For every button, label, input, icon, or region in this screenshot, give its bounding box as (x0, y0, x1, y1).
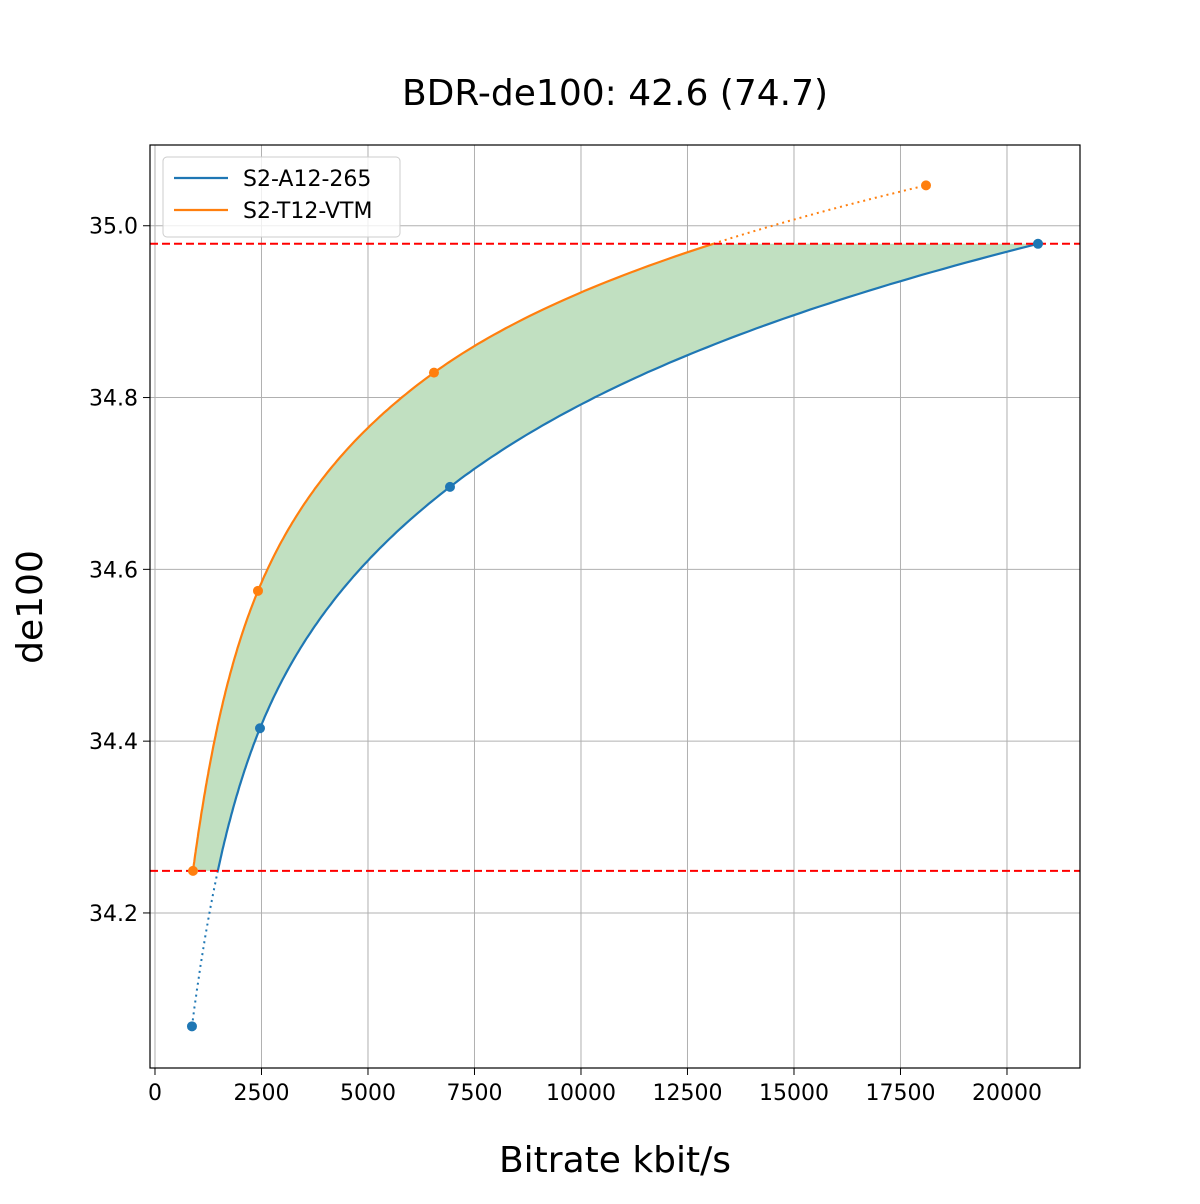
x-axis-label: Bitrate kbit/s (499, 1140, 731, 1181)
series-line-extrapolated (712, 184, 927, 245)
x-tick-label: 15000 (759, 1081, 829, 1106)
x-tick-label: 0 (148, 1081, 162, 1106)
data-point (186, 1021, 197, 1032)
x-tick-label: 20000 (972, 1081, 1042, 1106)
y-tick-label: 34.2 (89, 902, 138, 927)
plot-frame (149, 144, 1081, 1069)
legend-label: S2-T12-VTM (243, 199, 372, 224)
data-point (921, 180, 932, 191)
y-tick-label: 34.8 (89, 387, 138, 412)
x-tick-label: 10000 (546, 1081, 616, 1106)
chart-title: BDR-de100: 42.6 (74.7) (402, 73, 828, 114)
series-line (216, 242, 1039, 872)
area-between-curves (193, 243, 1038, 871)
x-tick-label: 7500 (446, 1081, 502, 1106)
x-tick-label: 12500 (652, 1081, 722, 1106)
data-point (252, 585, 263, 596)
x-tick-label: 2500 (233, 1081, 289, 1106)
data-point (444, 481, 455, 492)
x-tick-label: 5000 (340, 1081, 396, 1106)
y-axis-label: de100 (10, 550, 51, 664)
series-line-extrapolated (191, 870, 219, 1027)
legend-label: S2-A12-265 (243, 167, 371, 192)
legend: S2-A12-265 S2-T12-VTM (162, 156, 401, 238)
plot-area: 0 2500 5000 7500 10000 12500 15000 17500 20000 34… (89, 144, 1081, 1106)
data-point (1032, 238, 1043, 249)
data-point (428, 367, 439, 378)
y-tick-label: 34.6 (89, 558, 138, 583)
data-point (187, 865, 198, 876)
x-tick-label: 17500 (865, 1081, 935, 1106)
series-line (191, 242, 714, 872)
y-tick-label: 34.4 (89, 730, 138, 755)
y-tick-label: 35.0 (89, 215, 138, 240)
data-point (254, 723, 265, 734)
